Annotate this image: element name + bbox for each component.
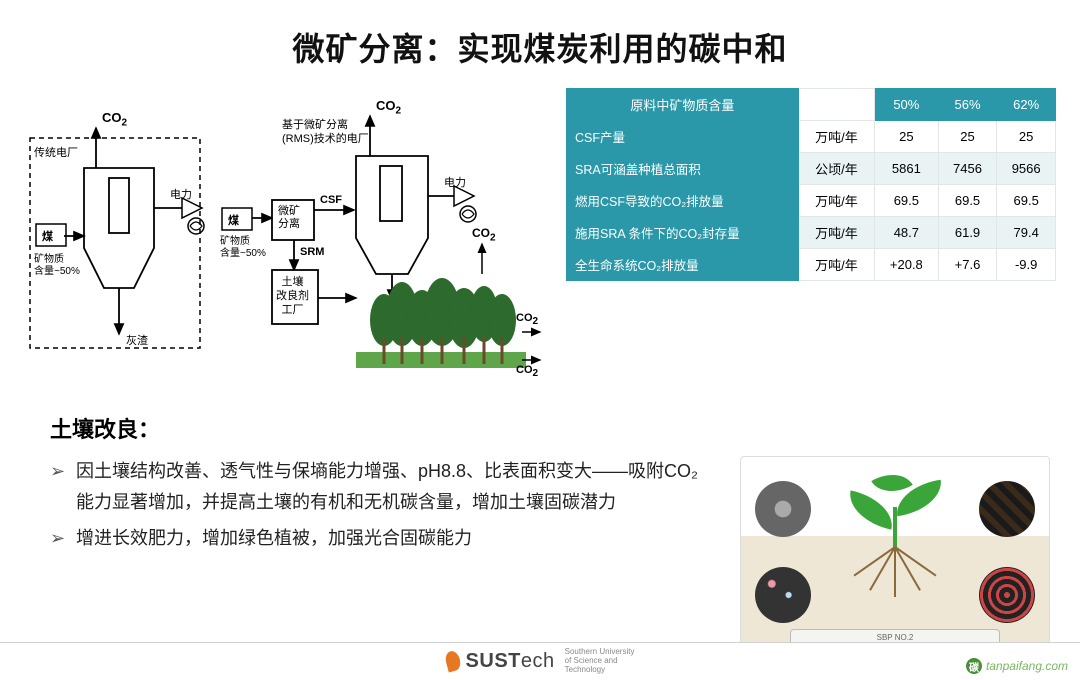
footer: SUSTech Southern University of Science a… [0, 642, 1080, 680]
r3-label: 施用SRA 条件下的CO₂封存量 [567, 217, 799, 249]
r0-unit: 万吨/年 [798, 121, 874, 153]
label-co2-1: CO2 [102, 110, 127, 129]
brand-sub: Southern University of Science and Techn… [565, 648, 635, 674]
label-elec-2: 电力 [444, 174, 466, 190]
bullet-1: 增进长效肥力，增加绿色植被，加强光合固碳能力 [50, 523, 712, 554]
label-coal-2: 煤 [228, 212, 239, 228]
r0-label: CSF产量 [567, 121, 799, 153]
flame-icon [443, 650, 462, 673]
label-co2-4: CO2 [516, 312, 538, 327]
th-unit-blank [798, 89, 874, 121]
r2-v2: 69.5 [997, 185, 1056, 217]
label-factory: 土壤 改良剂 工厂 [276, 276, 309, 317]
r0-v0: 25 [874, 121, 938, 153]
process-diagram: 传统电厂 CO2 煤 矿物质 含量~50% 电力 灰渣 基于微矿分离 (RMS)… [24, 88, 544, 388]
r3-v2: 79.4 [997, 217, 1056, 249]
r2-unit: 万吨/年 [798, 185, 874, 217]
label-co2-5: CO2 [516, 364, 538, 379]
r3-v0: 48.7 [874, 217, 938, 249]
r1-v2: 9566 [997, 153, 1056, 185]
r3-v1: 61.9 [938, 217, 997, 249]
watermark-text: tanpaifang.com [986, 659, 1068, 673]
th-main: 原料中矿物质含量 [567, 89, 799, 121]
label-co2-3: CO2 [472, 226, 496, 243]
section-heading: 土壤改良： [50, 412, 1080, 444]
plant-graphic: SBP NO.2 [740, 456, 1050, 656]
r3-unit: 万吨/年 [798, 217, 874, 249]
r4-v2: -9.9 [997, 249, 1056, 281]
data-table: 原料中矿物质含量 50% 56% 62% CSF产量 万吨/年 25 25 25… [566, 88, 1056, 281]
label-elec-1: 电力 [170, 186, 192, 202]
r4-v1: +7.6 [938, 249, 997, 281]
label-min-2b: 含量~50% [220, 244, 266, 259]
r4-v0: +20.8 [874, 249, 938, 281]
label-conv-plant: 传统电厂 [34, 144, 78, 160]
r4-unit: 万吨/年 [798, 249, 874, 281]
label-co2-2: CO2 [376, 98, 401, 117]
r2-label: 燃用CSF导致的CO₂排放量 [567, 185, 799, 217]
data-table-wrap: 原料中矿物质含量 50% 56% 62% CSF产量 万吨/年 25 25 25… [566, 88, 1056, 388]
label-csf: CSF [320, 194, 342, 206]
r1-label: SRA可涵盖种植总面积 [567, 153, 799, 185]
brand-logo: SUSTech Southern University of Science a… [446, 648, 635, 674]
top-row: 传统电厂 CO2 煤 矿物质 含量~50% 电力 灰渣 基于微矿分离 (RMS)… [0, 88, 1080, 388]
label-microsep: 微矿 分离 [278, 205, 300, 231]
r0-v2: 25 [997, 121, 1056, 153]
r2-v0: 69.5 [874, 185, 938, 217]
r0-v1: 25 [938, 121, 997, 153]
label-ash: 灰渣 [126, 332, 148, 348]
r2-v1: 69.5 [938, 185, 997, 217]
r1-v1: 7456 [938, 153, 997, 185]
bullet-0: 因土壤结构改善、透气性与保墒能力增强、pH8.8、比表面积变大——吸附CO₂能力… [50, 456, 712, 517]
label-min-1b: 含量~50% [34, 262, 80, 277]
watermark-badge: 碳 [966, 658, 982, 674]
label-coal-1: 煤 [42, 228, 53, 244]
brand-text: SUSTech [466, 650, 555, 673]
label-rms-2: (RMS)技术的电厂 [282, 130, 369, 146]
r1-unit: 公顷/年 [798, 153, 874, 185]
page-title: 微矿分离：实现煤炭利用的碳中和 [0, 0, 1080, 70]
th-c1: 56% [938, 89, 997, 121]
label-srm: SRM [300, 246, 324, 258]
th-c2: 62% [997, 89, 1056, 121]
bottom-row: 因土壤结构改善、透气性与保墒能力增强、pH8.8、比表面积变大——吸附CO₂能力… [0, 456, 1080, 656]
bullet-list: 因土壤结构改善、透气性与保墒能力增强、pH8.8、比表面积变大——吸附CO₂能力… [50, 456, 712, 560]
watermark: 碳 tanpaifang.com [966, 658, 1068, 674]
r4-label: 全生命系统CO₂排放量 [567, 249, 799, 281]
r1-v0: 5861 [874, 153, 938, 185]
th-c0: 50% [874, 89, 938, 121]
